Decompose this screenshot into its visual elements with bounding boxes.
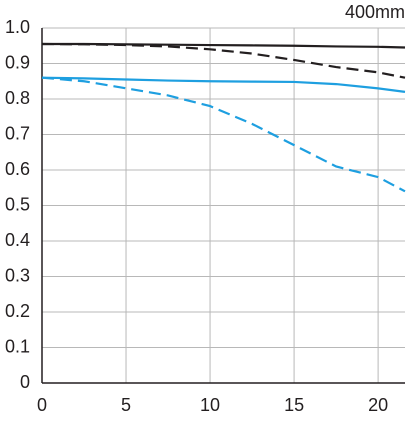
y-tick-label: 0.6 (5, 159, 30, 179)
y-tick-label: 1.0 (5, 17, 30, 37)
y-tick-label: 0 (20, 372, 30, 392)
series-line (41, 42, 406, 79)
y-tick-label: 0.4 (5, 230, 30, 250)
x-tick-label: 20 (368, 395, 388, 415)
x-tick-label: 0 (37, 395, 47, 415)
series-line (41, 76, 406, 193)
chart-title: 400mm (345, 2, 405, 22)
y-tick-label: 0.1 (5, 336, 30, 356)
y-tick-label: 0.5 (5, 194, 30, 214)
y-tick-label: 0.8 (5, 88, 30, 108)
x-tick-label: 5 (121, 395, 131, 415)
x-tick-label: 10 (200, 395, 220, 415)
y-tick-label: 0.3 (5, 265, 30, 285)
y-tick-label: 0.2 (5, 301, 30, 321)
series-line (41, 76, 406, 93)
x-tick-label: 15 (284, 395, 304, 415)
y-tick-label: 0.9 (5, 52, 30, 72)
y-tick-label: 0.7 (5, 123, 30, 143)
